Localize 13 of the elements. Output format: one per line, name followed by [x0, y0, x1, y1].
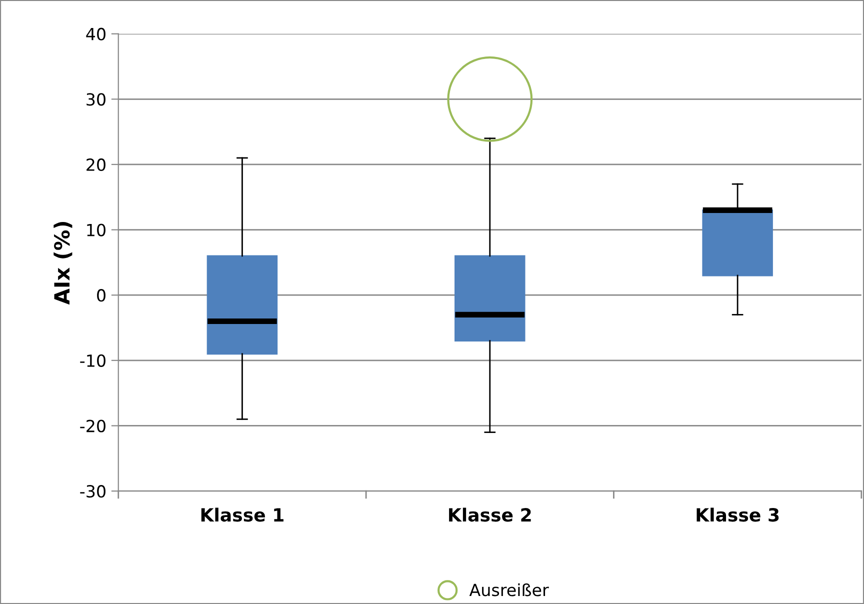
y-tick-label: 30 [86, 93, 106, 106]
y-tick-label: -20 [80, 420, 106, 432]
x-tick-label: Klasse 2 [449, 508, 531, 522]
x-tick-label: Klasse 1 [201, 508, 284, 522]
y-tick-label: 40 [86, 28, 106, 40]
y-tick-label: 20 [86, 158, 106, 172]
legend-label: Ausreißer [469, 583, 549, 596]
x-tick-label: Klasse 3 [696, 508, 779, 522]
y-tick-label: -30 [80, 485, 106, 498]
y-tick-label: 10 [87, 224, 106, 236]
y-tick-label: 0 [97, 289, 106, 302]
y-axis-title: AIx (%) [54, 222, 72, 305]
y-tick-label: -10 [80, 354, 106, 367]
